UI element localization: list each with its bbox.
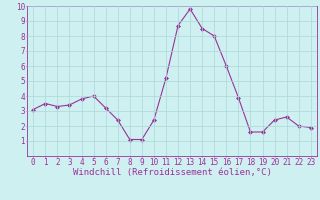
X-axis label: Windchill (Refroidissement éolien,°C): Windchill (Refroidissement éolien,°C) bbox=[73, 168, 271, 177]
